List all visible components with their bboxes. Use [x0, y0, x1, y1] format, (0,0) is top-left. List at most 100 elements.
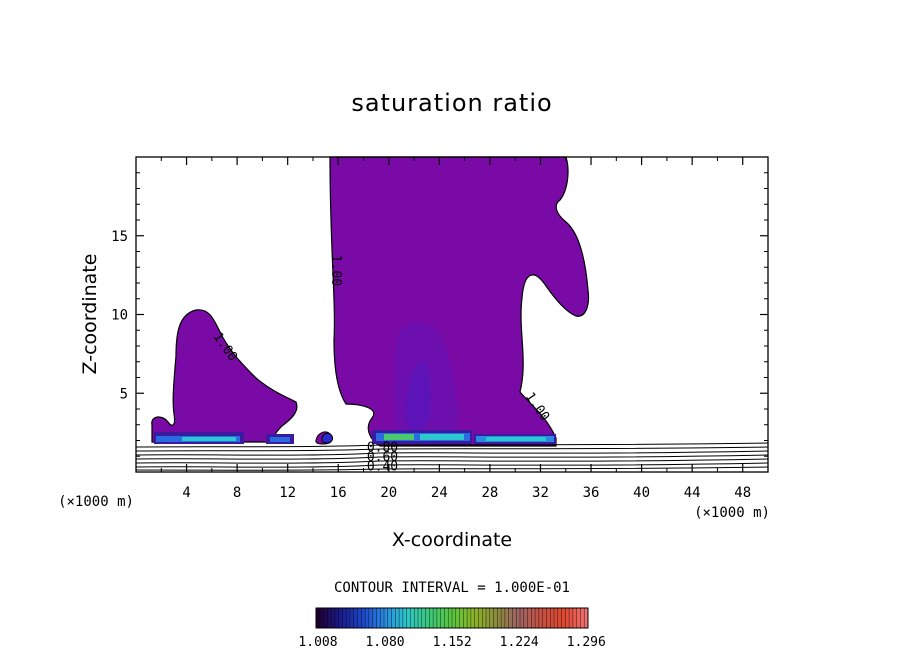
colorbar-cell: [489, 608, 494, 628]
contour-label: 0.60: [367, 450, 398, 465]
colorbar-cell: [444, 608, 449, 628]
colorbar-cell: [353, 608, 358, 628]
colorbar-cell: [561, 608, 566, 628]
x-tick-label: 32: [532, 485, 549, 501]
colorbar-cell: [501, 608, 506, 628]
plot-area: 1.001.001.000.800.600.40 4 8 12 16 20 24 28 32 3…: [111, 156, 769, 501]
colorbar-cell: [497, 608, 502, 628]
x-tick-label: 16: [330, 485, 347, 501]
colorbar-cell: [478, 608, 483, 628]
x-tick-label: 44: [684, 485, 701, 501]
colorbar-cell: [580, 608, 585, 628]
colorbar-cell: [455, 608, 460, 628]
colorbar-tick-label: 1.008: [298, 635, 337, 650]
colorbar-cell: [425, 608, 430, 628]
colorbar-frame: [315, 607, 589, 629]
colorbar-cell: [572, 608, 577, 628]
x-tick-label: 40: [633, 485, 650, 501]
x-tick-label: 28: [481, 485, 498, 501]
colorbar-cell: [482, 608, 487, 628]
colorbar-cell: [414, 608, 419, 628]
colorbar-cell: [467, 608, 472, 628]
colorbar-cell: [402, 608, 407, 628]
colorbar-cell: [319, 608, 324, 628]
x-tick-label: 24: [431, 485, 448, 501]
x-tick-label: 20: [380, 485, 397, 501]
contour-interval-text: CONTOUR INTERVAL = 1.000E-01: [334, 580, 570, 596]
colorbar-cell: [365, 608, 370, 628]
colorbar-cell: [327, 608, 332, 628]
colorbar-cell: [565, 608, 570, 628]
x-tick-label: 8: [233, 485, 241, 501]
y-tick-label: 10: [111, 308, 128, 324]
colorbar-cell: [520, 608, 525, 628]
colorbar-cell: [531, 608, 536, 628]
colorbar-cell: [316, 608, 321, 628]
colorbar-cell: [493, 608, 498, 628]
colorbar-cell: [346, 608, 351, 628]
colorbar-cell: [361, 608, 366, 628]
cloud-base-bands: [154, 430, 556, 444]
colorbar-cell: [576, 608, 581, 628]
colorbar-cell: [323, 608, 328, 628]
colorbar-cell: [508, 608, 513, 628]
colorbar-cell: [436, 608, 441, 628]
colorbar-tick-label: 1.224: [500, 635, 539, 650]
colorbar-cell: [395, 608, 400, 628]
colorbar-tick-label: 1.296: [567, 635, 606, 650]
y-ticks: 5 10 15: [111, 172, 768, 457]
colorbar-cell: [391, 608, 396, 628]
colorbar-cell: [342, 608, 347, 628]
colorbar-cell: [384, 608, 389, 628]
colorbar-cell: [459, 608, 464, 628]
colorbar-cell: [550, 608, 555, 628]
colorbar-tick-label: 1.152: [433, 635, 472, 650]
chart-title: saturation ratio: [351, 89, 552, 117]
y-tick-label: 15: [111, 229, 128, 245]
colorbar-cell: [380, 608, 385, 628]
x-axis-label: X-coordinate: [392, 529, 512, 551]
contour-label: 0.40: [367, 459, 398, 474]
colorbar: [315, 607, 589, 629]
colorbar-cell: [350, 608, 355, 628]
colorbar-cell: [504, 608, 509, 628]
colorbar-cell: [331, 608, 336, 628]
x-tick-label: 12: [279, 485, 296, 501]
x-tick-label: 4: [182, 485, 190, 501]
colorbar-cell: [448, 608, 453, 628]
colorbar-cell: [523, 608, 528, 628]
colorbar-cell: [418, 608, 423, 628]
left-cloud-region: [151, 309, 298, 443]
x-ticks: 4 8 12 16 20 24 28 32 36 40 44 48: [160, 157, 751, 501]
colorbar-labels: 1.008 1.080 1.152 1.224 1.296: [298, 635, 605, 650]
surface-contour-lines: [135, 442, 769, 471]
colorbar-cell: [569, 608, 574, 628]
colorbar-cell: [538, 608, 543, 628]
colorbar-cell: [410, 608, 415, 628]
x-unit-right: (×1000 m): [694, 505, 770, 521]
colorbar-cell: [357, 608, 362, 628]
colorbar-cell: [429, 608, 434, 628]
colorbar-cell: [463, 608, 468, 628]
x-tick-label: 48: [734, 485, 751, 501]
y-tick-label: 5: [120, 386, 128, 402]
small-blob-2: [321, 432, 333, 444]
colorbar-cell: [338, 608, 343, 628]
colorbar-cell: [527, 608, 532, 628]
colorbar-cell: [399, 608, 404, 628]
y-axis-label: Z-coordinate: [79, 254, 101, 375]
contour-label: 1.00: [328, 255, 343, 286]
colorbar-cell: [557, 608, 562, 628]
colorbar-cell: [334, 608, 339, 628]
colorbar-cell: [535, 608, 540, 628]
x-unit-left: (×1000 m): [58, 494, 134, 510]
colorbar-cell: [372, 608, 377, 628]
colorbar-cell: [546, 608, 551, 628]
contour-label: 0.80: [367, 441, 398, 456]
colorbar-cell: [486, 608, 491, 628]
core-region-inner: [405, 361, 431, 431]
colorbar-cell: [406, 608, 411, 628]
colorbar-cell: [474, 608, 479, 628]
colorbar-cell: [470, 608, 475, 628]
